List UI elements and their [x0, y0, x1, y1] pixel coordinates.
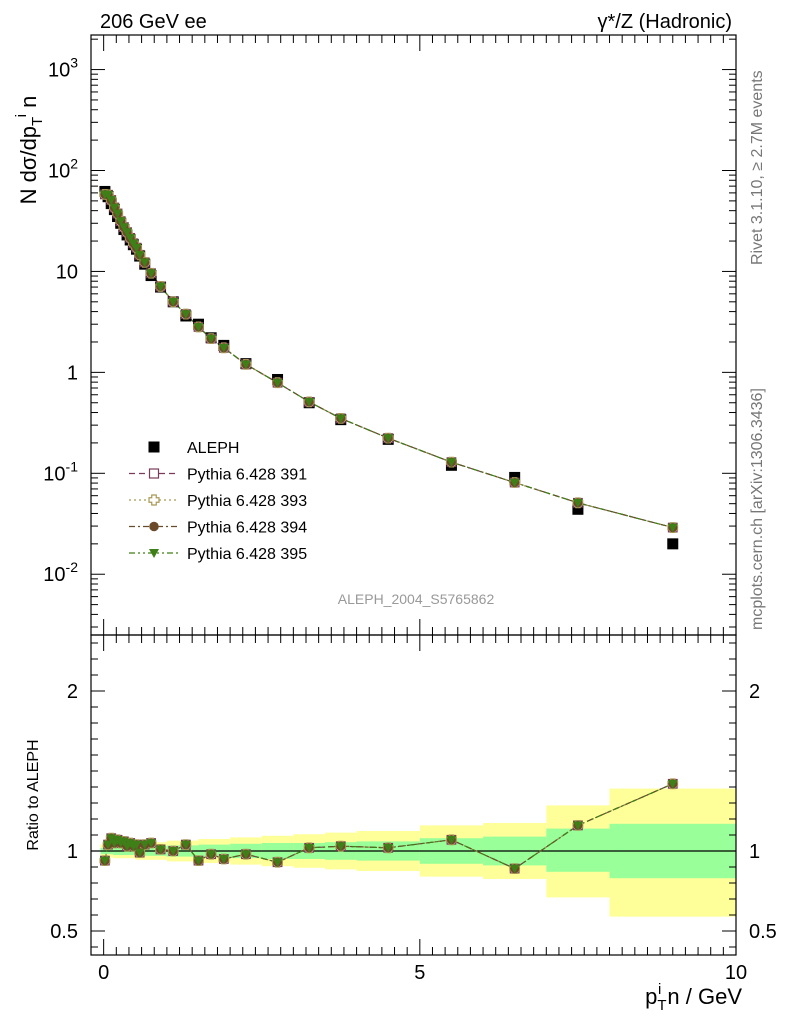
- ratio-point: [335, 842, 346, 851]
- x-tick-label: 10: [725, 962, 747, 984]
- rivet-label: Rivet 3.1.10, ≥ 2.7M events: [749, 70, 766, 265]
- ratio-point: [193, 856, 204, 866]
- legend-marker: [148, 468, 160, 479]
- ratio-point: [272, 858, 283, 867]
- y-tick-label: 103: [48, 55, 78, 82]
- data-point: [122, 228, 132, 237]
- legend-marker: [148, 494, 160, 506]
- ratio-point: [573, 821, 583, 831]
- data-point: [125, 234, 136, 243]
- ratio-band-inner: [546, 828, 610, 872]
- data-point: [383, 434, 394, 443]
- ratio-point: [134, 848, 145, 858]
- legend-label: Pythia 6.428 395: [187, 546, 307, 563]
- ratio-point: [131, 840, 142, 850]
- data-point: [139, 258, 150, 268]
- data-point: [155, 282, 166, 292]
- legend-label: Pythia 6.428 394: [187, 520, 307, 537]
- ratio-point: [304, 843, 314, 853]
- data-point: [304, 398, 314, 407]
- data-point: [573, 498, 583, 508]
- data-point: [103, 190, 113, 200]
- right-title: γ*/Z (Hadronic): [598, 11, 732, 33]
- y-tick-label: 1: [67, 362, 78, 384]
- data-point: [446, 458, 457, 467]
- analysis-watermark: ALEPH_2004_S5765862: [338, 591, 495, 607]
- x-axis-label: pTi n / GeV: [645, 981, 742, 1014]
- main-panel: 10-2 10-1 1 10 102 103 ALEPH_2004_S5765862 AL…: [43, 34, 737, 636]
- ratio-point: [139, 840, 150, 850]
- legend-label: Pythia 6.428 391: [187, 467, 307, 484]
- ratio-point: [241, 850, 251, 859]
- ratio-point: [206, 850, 216, 859]
- data-point: [168, 297, 179, 307]
- data-point: [119, 223, 129, 232]
- ratio-point: [667, 779, 678, 789]
- data-point: [109, 203, 120, 213]
- x-tick-label: 0: [98, 962, 109, 984]
- data-point: [134, 251, 145, 260]
- data-point: [335, 414, 346, 424]
- ratio-point: [168, 847, 179, 856]
- data-point: [509, 478, 520, 488]
- data-point: [572, 503, 584, 515]
- main-ylabel: N dσ/dpTi n: [13, 96, 46, 205]
- ratio-point: [383, 843, 394, 853]
- ratio-point: [181, 840, 191, 850]
- data-point: [218, 343, 229, 353]
- legend-marker: [149, 521, 159, 532]
- data-point: [146, 269, 156, 279]
- y-tick-label: 102: [48, 155, 78, 182]
- y-tick-label: 10-1: [43, 458, 78, 485]
- ratio-y-tick-label-right: 2: [749, 681, 760, 703]
- ratio-point: [155, 845, 166, 855]
- x-tick-label: 5: [414, 962, 425, 984]
- ratio-point: [146, 839, 156, 848]
- mcplots-label: mcplots.cern.ch [arXiv:1306.3436]: [749, 388, 766, 630]
- data-point: [128, 239, 139, 249]
- legend-marker: [148, 441, 160, 453]
- y-tick-label: 10-2: [43, 559, 78, 586]
- data-point: [193, 323, 204, 332]
- data-point: [115, 217, 126, 226]
- data-point: [667, 523, 678, 533]
- left-title: 206 GeV ee: [100, 11, 207, 33]
- ratio-ylabel: Ratio to ALEPH: [25, 739, 42, 850]
- legend-marker: [149, 549, 159, 558]
- ratio-y-tick-label: 1: [67, 841, 78, 863]
- legend: ALEPH Pythia 6.428 391 Pythia 6.428 393 Pyt…: [129, 440, 307, 563]
- data-point: [106, 196, 117, 205]
- y-tick-label: 10: [56, 261, 78, 283]
- data-point: [112, 209, 123, 219]
- main-frame: [90, 34, 737, 636]
- ratio-frame: [90, 634, 737, 956]
- ratio-point: [103, 840, 113, 850]
- ratio-y-tick-label-right: 0.5: [749, 921, 777, 943]
- ratio-point: [446, 835, 457, 845]
- legend-label: ALEPH: [187, 440, 239, 457]
- ratio-point: [218, 855, 229, 864]
- data-point: [181, 310, 191, 319]
- legend-label: Pythia 6.428 393: [187, 493, 307, 510]
- ratio-y-tick-label: 0.5: [50, 921, 78, 943]
- ratio-y-tick-label: 2: [67, 681, 78, 703]
- ratio-point: [509, 864, 520, 874]
- data-point: [131, 243, 142, 253]
- ratio-point: [100, 856, 110, 866]
- ratio-panel: 0.5 0.5 1 1 2 2 0 5 10: [50, 634, 777, 984]
- data-point: [206, 334, 216, 344]
- ratio-y-tick-label-right: 1: [749, 841, 760, 863]
- data-point: [241, 360, 251, 370]
- data-point: [667, 538, 679, 550]
- data-point: [272, 378, 283, 388]
